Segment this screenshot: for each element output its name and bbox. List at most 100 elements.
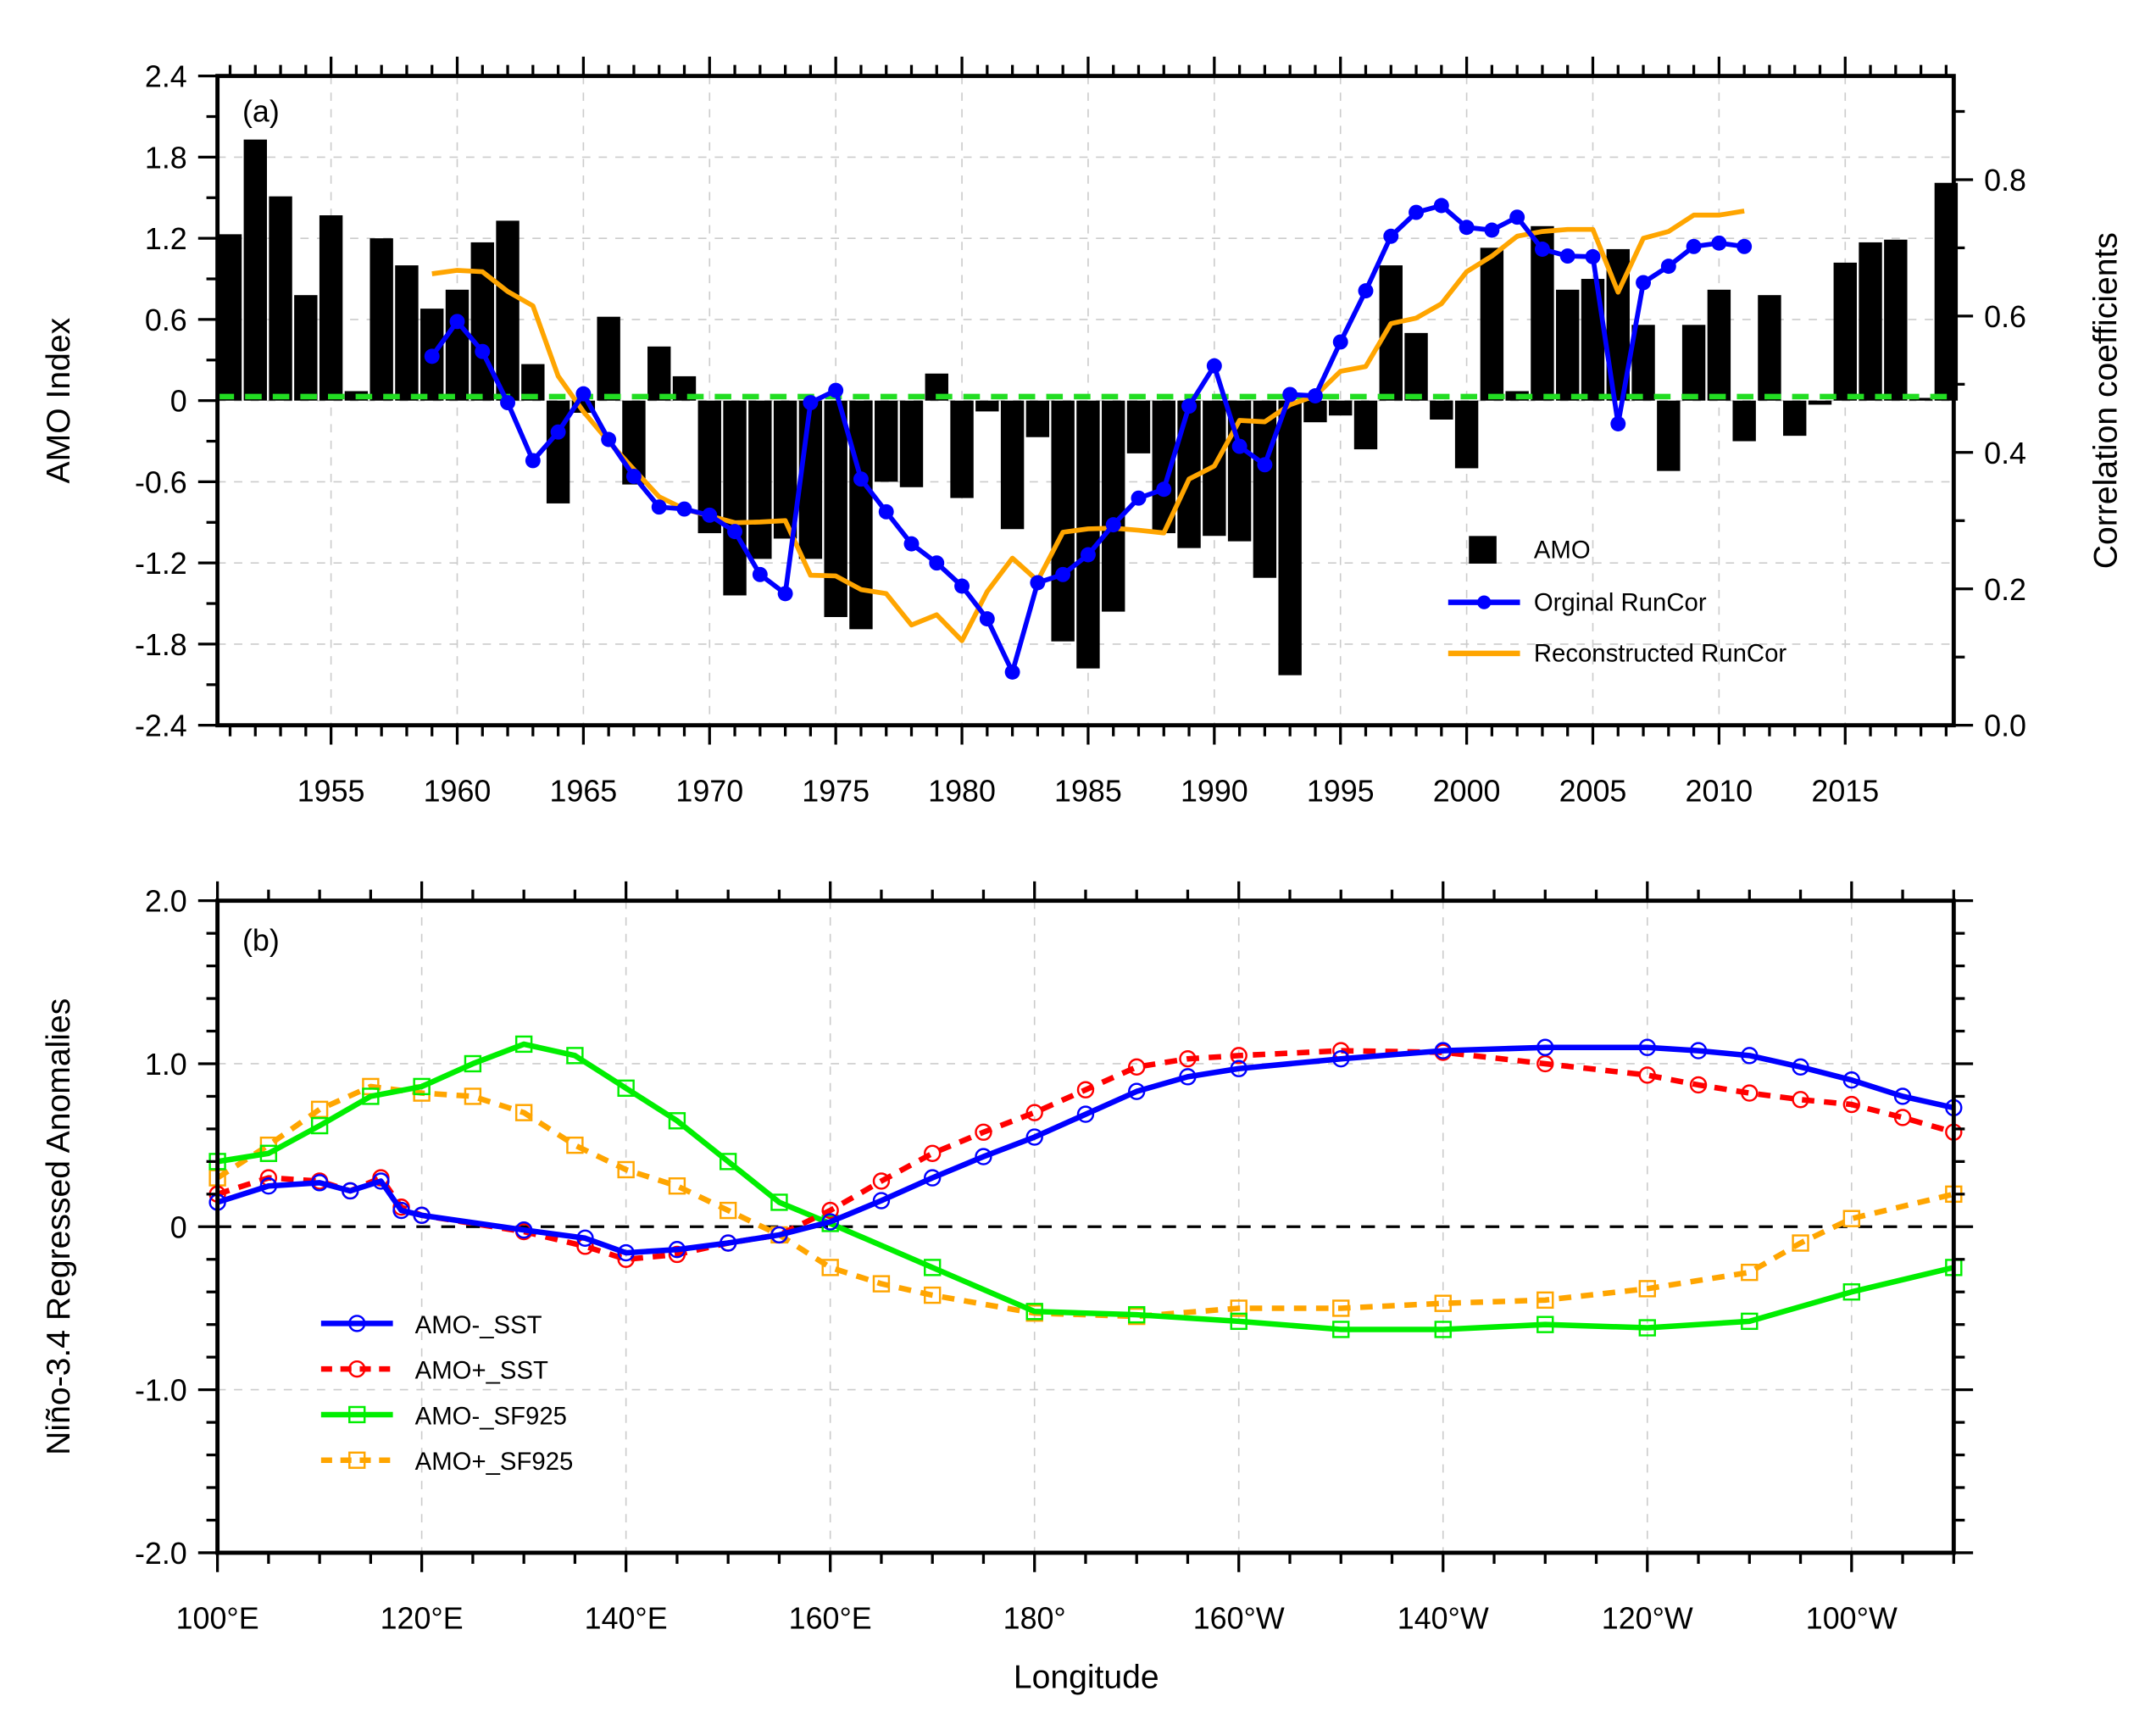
x-tick-label: 2000	[1433, 774, 1501, 808]
amo-bar	[1833, 262, 1857, 401]
amo-sst-marker	[342, 1182, 359, 1200]
amo-sst-marker	[872, 1172, 891, 1190]
original-runcor-point	[1282, 387, 1298, 403]
x-tick-label: 1955	[297, 774, 365, 808]
amo-bar	[294, 295, 318, 401]
amo-sf925-marker	[514, 1035, 533, 1054]
amo-sst-marker	[1076, 1105, 1095, 1123]
amo-bar	[470, 242, 494, 401]
legend-original-runcor-marker	[1477, 595, 1492, 609]
original-runcor-point	[979, 611, 995, 627]
original-runcor-point	[500, 395, 516, 411]
x-tick-label: 1995	[1307, 774, 1375, 808]
original-runcor-point	[1156, 481, 1172, 498]
original-runcor-point	[727, 524, 743, 540]
y-tick-label: -1.8	[135, 628, 187, 662]
y-tick-label: -2.4	[135, 709, 187, 743]
original-runcor-point	[575, 386, 592, 402]
amo-bar	[1707, 289, 1731, 401]
original-runcor-point	[1206, 358, 1222, 374]
legend-amo-label: AMO	[1534, 536, 1591, 564]
original-runcor-point	[1332, 334, 1348, 350]
amo-sst-marker	[1689, 1076, 1708, 1094]
amo-bar	[975, 400, 999, 412]
y-tick-label: 2.0	[145, 885, 187, 919]
amo-bar	[1278, 400, 1302, 676]
x-tick-label: 160°W	[1193, 1602, 1285, 1636]
amo-sst-marker	[1025, 1128, 1043, 1146]
legend-amo-sst-label: AMO+_SST	[415, 1357, 548, 1385]
amo-bar	[1783, 400, 1807, 437]
amo-sst-marker	[1689, 1042, 1708, 1060]
amo-bar	[1430, 400, 1453, 420]
amo-bar	[950, 400, 974, 498]
legend-original-runcor-label: Orginal RunCor	[1534, 588, 1707, 616]
amo-sst-marker	[1536, 1038, 1554, 1056]
amo-sst-marker	[1230, 1047, 1247, 1065]
x-tick-label: 100°E	[176, 1602, 259, 1636]
original-runcor-point	[1181, 398, 1197, 414]
x-tick-label: 1965	[550, 774, 618, 808]
original-runcor-point	[1711, 235, 1727, 251]
amo-bar	[875, 400, 898, 482]
amo-bar	[647, 346, 671, 401]
amo-bar	[1884, 239, 1908, 401]
original-runcor-point	[424, 348, 440, 364]
runcor-lines	[217, 197, 1954, 680]
amo-bar	[1909, 398, 1933, 401]
original-runcor-point	[903, 536, 920, 552]
amo-sf925-marker	[668, 1112, 686, 1130]
amo-sst-marker	[1434, 1042, 1452, 1060]
amo-bar	[1859, 242, 1882, 401]
amo-sf925-marker	[1741, 1312, 1759, 1331]
amo-sf925-marker	[719, 1201, 737, 1220]
legend-amo-sf925-label: AMO-_SF925	[415, 1402, 567, 1430]
legend-amo-sf925-marker	[348, 1405, 366, 1424]
amo-bar	[370, 238, 393, 401]
amo-sst-marker	[1893, 1109, 1912, 1126]
y-right-tick-label: 0.4	[1984, 437, 2026, 470]
y-right-tick-label: 0.2	[1984, 573, 2026, 607]
amo-bar	[1556, 289, 1580, 401]
original-runcor-point	[954, 578, 970, 594]
amo-sf925-marker	[310, 1100, 329, 1119]
original-runcor-point	[1610, 416, 1626, 431]
amo-bar	[824, 400, 847, 617]
amo-bar	[748, 400, 772, 559]
amo-sst-marker	[372, 1172, 390, 1190]
panel-b-frame	[215, 898, 1956, 1555]
amo-sst-marker	[1230, 1060, 1247, 1077]
original-runcor-point	[601, 431, 617, 448]
original-runcor-point	[1307, 388, 1323, 403]
panel-a-frame	[215, 74, 1956, 728]
amo-sst-marker	[1842, 1095, 1860, 1114]
amo-sf925-marker	[668, 1177, 686, 1195]
amo-sf925-marker	[464, 1087, 482, 1105]
original-runcor-point	[1080, 547, 1096, 563]
amo-sst-marker	[1536, 1054, 1554, 1073]
amo-sf925-marker	[1842, 1210, 1860, 1227]
amo-sst-marker	[617, 1243, 635, 1262]
amo-sf925-marker	[1638, 1280, 1656, 1298]
amo-sst-marker	[719, 1234, 737, 1252]
amo-bar	[773, 400, 797, 539]
amo-sst-marker	[1638, 1038, 1656, 1056]
panel-b-legend: AMO-_SST AMO+_SST AMO-_SF925 AMO+_SF925	[320, 1311, 573, 1476]
amo-sst-marker	[1179, 1068, 1197, 1086]
amo-sst-marker	[872, 1192, 891, 1210]
amo-sst-marker	[821, 1201, 839, 1220]
amo-bar	[218, 234, 242, 401]
amo-bar	[1681, 325, 1706, 401]
amo-bar	[1102, 400, 1125, 612]
amo-bar	[243, 139, 267, 401]
original-runcor-point	[752, 566, 768, 582]
y-tick-label: -1.0	[135, 1374, 187, 1408]
original-runcor-point	[1484, 222, 1500, 238]
amo-sf925-marker	[1741, 1263, 1759, 1282]
amo-sf925-marker	[1434, 1321, 1452, 1338]
panel-b: -2.0 -1.0 0 1.0 2.0 100°E 120°E 140°E 160°E 180° 1…	[41, 881, 1974, 1696]
amo-sst-marker	[668, 1241, 686, 1259]
amo-sst-marker	[1792, 1091, 1809, 1109]
y-right-tick-label: 0.0	[1984, 709, 2026, 743]
amo-sf925-marker	[617, 1079, 635, 1098]
